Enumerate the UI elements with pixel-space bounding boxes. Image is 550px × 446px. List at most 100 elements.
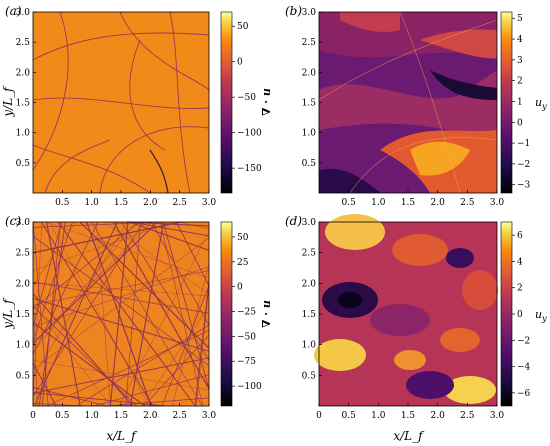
shock-line	[41, 221, 61, 407]
panel-c-shock-lines	[32, 221, 210, 407]
shock-line	[38, 221, 66, 407]
x-tick-label: 2.0	[431, 411, 446, 421]
colorbar-tick-label: −3	[517, 181, 531, 191]
y-tick-label: 2.5	[16, 249, 31, 259]
x-tick-label: 0.5	[55, 411, 70, 421]
panel-a-ylabel: y/L_f	[1, 85, 15, 118]
shock-line	[91, 221, 203, 407]
shock-curve	[169, 11, 191, 194]
shock-line	[32, 237, 210, 370]
panel-c-colorbar	[220, 221, 233, 407]
x-tick-label: 1.5	[401, 411, 416, 421]
colorbar-tick-label: 5	[517, 14, 523, 24]
x-tick-label: 2.0	[143, 198, 158, 208]
colorbar-tick-label: −50	[237, 93, 256, 103]
shock-line	[32, 321, 146, 407]
x-tick-label: 1.0	[371, 411, 386, 421]
field-blob	[370, 304, 430, 336]
x-tick-label: 0	[316, 411, 322, 421]
y-tick-label: 3.0	[302, 8, 317, 18]
shock-line	[194, 281, 210, 407]
y-tick-label: 0.5	[16, 159, 31, 169]
panel-c-xlabel: x/L_f	[106, 429, 138, 443]
shock-line	[32, 293, 134, 407]
shock-line	[32, 221, 128, 378]
x-tick-label: 1.0	[85, 411, 100, 421]
shock-line	[32, 386, 108, 407]
panel-b-colorbar-ticks: 5 4 3 2 1 0 −1 −2 −3	[512, 14, 531, 191]
x-tick-label: 1.0	[85, 198, 100, 208]
panel-d-xlabel: x/L_f	[393, 429, 425, 443]
shock-line	[162, 221, 210, 390]
x-tick-label: 2.0	[431, 198, 446, 208]
x-tick-label: 3.0	[202, 411, 217, 421]
colorbar-tick-label: 2	[517, 77, 523, 87]
x-tick-label: 2.5	[173, 411, 188, 421]
colorbar-tick-label: 0	[517, 310, 523, 320]
x-tick-label: 1.5	[114, 198, 129, 208]
panel-a-colorbar	[220, 11, 233, 194]
shock-curve	[129, 39, 166, 151]
shock-line	[32, 270, 210, 306]
shock-line	[32, 282, 210, 297]
y-tick-label: 1.5	[302, 310, 317, 320]
colorbar-tick-label: 25	[237, 258, 249, 268]
shock-line	[32, 287, 38, 407]
shock-curve	[44, 139, 111, 194]
y-tick-label: 1.5	[16, 99, 31, 109]
panel-b-label: (b)	[285, 4, 302, 18]
y-tick-label: 1.5	[16, 310, 31, 320]
shock-curve	[318, 19, 498, 101]
x-tick-label: 1.5	[114, 411, 129, 421]
y-tick-label: 2.5	[302, 38, 317, 48]
shock-line	[32, 221, 73, 343]
shock-curve	[149, 149, 169, 194]
shock-line	[96, 221, 111, 407]
field-blob	[314, 339, 366, 371]
colorbar-tick-label: −25	[237, 308, 256, 318]
x-tick-label: 2.0	[143, 411, 158, 421]
y-tick-label: 0.5	[302, 159, 317, 169]
colorbar-tick-label: −1	[517, 139, 530, 149]
panel-a-axes: 0.5 1.0 1.5 2.0 2.5 3.0 0.5 1.0 1.5 2.0 2.5 3.0	[16, 8, 217, 208]
y-tick-label: 2.5	[16, 38, 31, 48]
y-tick-label: 2.0	[302, 279, 317, 289]
colorbar-tick-label: −150	[237, 164, 262, 174]
x-tick-label: 1.0	[371, 198, 386, 208]
panel-d-field-blobs	[314, 214, 498, 404]
field-blob	[440, 328, 480, 352]
panel-b-colorbar	[500, 11, 513, 194]
shock-line	[32, 266, 210, 328]
y-tick-label: 3.0	[16, 218, 31, 228]
panel-d-axes: 0 0.5 1.0 1.5 2.0 2.5 3.0 0.5 1.0 1.5 2.0 2.5 3.0	[302, 218, 505, 421]
panel-d: (d) x/L_f 0 0.5 1.0 1.5 2.0 2.5 3.0 0.5 1.0 1.5 2.…	[285, 214, 547, 443]
shock-curve	[349, 137, 498, 194]
panel-b-shock-lines	[318, 11, 498, 194]
panel-c-colorbar-ticks: 50 25 0 −25 −50 −75 −100	[232, 233, 262, 392]
shock-line	[79, 221, 210, 349]
colorbar-tick-label: −100	[237, 129, 262, 139]
colorbar-tick-label: 4	[517, 35, 523, 45]
colorbar-tick-label: 0	[237, 58, 243, 68]
panel-a-shock-lines	[32, 11, 210, 194]
colorbar-tick-label: −2	[517, 160, 530, 170]
shock-line	[32, 221, 182, 254]
colorbar-tick-label: −2	[517, 336, 530, 346]
shock-line	[32, 221, 162, 228]
shock-line	[106, 397, 210, 407]
colorbar-tick-label: −75	[237, 357, 256, 367]
colorbar-tick-label: 50	[237, 233, 249, 243]
shock-line	[141, 306, 210, 407]
shock-line	[32, 357, 210, 394]
field-blob	[338, 292, 362, 308]
shock-curve	[32, 32, 210, 61]
field-region	[410, 141, 470, 176]
shock-line	[32, 403, 83, 407]
x-tick-label: 3.0	[202, 198, 217, 208]
panel-b: (b) 0.5 1.0 1.5 2.0 2.5 3.0 0.5 1.0 1.5 2.0 2.5 3.0…	[285, 4, 547, 208]
shock-line	[129, 221, 210, 251]
panel-c-ylabel: y/L_f	[1, 297, 15, 330]
panel-b-colorbar-label: uy	[535, 96, 547, 111]
shock-line	[34, 221, 118, 407]
shock-line	[32, 221, 99, 355]
